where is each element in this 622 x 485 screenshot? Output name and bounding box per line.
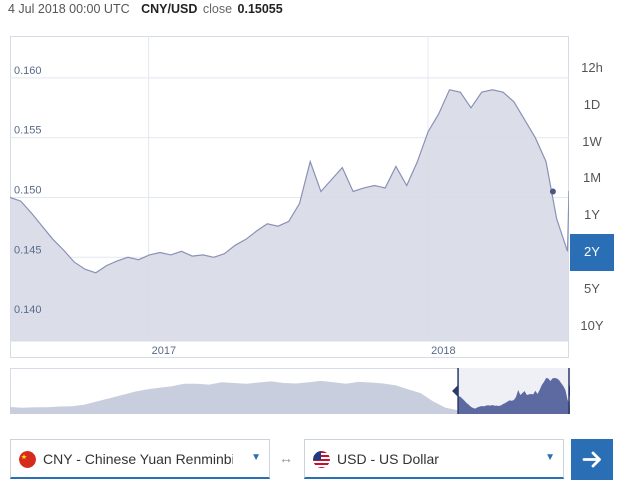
timestamp-label: 4 Jul 2018 00:00 UTC xyxy=(8,2,130,16)
range-button-1y[interactable]: 1Y xyxy=(584,207,600,223)
chevron-down-icon: ▼ xyxy=(251,452,261,463)
range-selector: 12h 1D 1W 1M 1Y 2Y 5Y 10Y xyxy=(570,50,614,344)
hover-marker xyxy=(549,188,556,195)
range-button-1d[interactable]: 1D xyxy=(583,96,601,112)
range-button-10y[interactable]: 10Y xyxy=(580,317,604,333)
x-tick-label: 2018 xyxy=(431,345,455,357)
y-tick-label: 0.160 xyxy=(14,65,42,77)
close-value: 0.15055 xyxy=(237,2,283,16)
y-tick-label: 0.155 xyxy=(14,125,42,137)
range-button-1w[interactable]: 1W xyxy=(582,133,602,149)
navigator-chart[interactable] xyxy=(10,368,570,414)
navigator-handle[interactable] xyxy=(452,385,459,397)
currency-pair-label: CNY/USD xyxy=(141,2,198,16)
from-currency-label: CNY - Chinese Yuan Renminbi xyxy=(43,451,233,467)
y-tick-label: 0.145 xyxy=(14,244,42,256)
price-chart[interactable]: 0.160 0.155 0.150 0.145 0.140 2017 2018 xyxy=(10,36,569,358)
range-button-1m[interactable]: 1M xyxy=(582,170,602,186)
range-button-12h[interactable]: 12h xyxy=(581,60,603,75)
navigator-window-series xyxy=(458,378,570,414)
series-area xyxy=(10,89,569,341)
arrow-right-icon xyxy=(582,451,601,468)
chart-header: 4 Jul 2018 00:00 UTC CNY/USD close 0.150… xyxy=(8,2,283,16)
cn-flag-icon xyxy=(19,451,36,468)
navigator-handle[interactable] xyxy=(569,385,570,397)
to-currency-select[interactable]: USD - US Dollar ▼ xyxy=(304,439,564,479)
range-button-5y[interactable]: 5Y xyxy=(584,280,600,296)
series-line xyxy=(10,89,569,274)
convert-button[interactable] xyxy=(571,439,613,480)
from-currency-select[interactable]: CNY - Chinese Yuan Renminbi ▼ xyxy=(10,439,270,479)
y-tick-label: 0.140 xyxy=(14,304,42,316)
navigator-area xyxy=(10,380,570,414)
close-label: close xyxy=(202,2,233,16)
swap-icon[interactable]: ↔ xyxy=(279,450,293,466)
y-tick-label: 0.150 xyxy=(14,184,42,196)
chevron-down-icon: ▼ xyxy=(545,452,555,463)
x-tick-label: 2017 xyxy=(152,345,176,357)
us-flag-icon xyxy=(313,451,330,468)
range-button-2y[interactable]: 2Y xyxy=(570,233,614,271)
to-currency-label: USD - US Dollar xyxy=(337,451,439,467)
